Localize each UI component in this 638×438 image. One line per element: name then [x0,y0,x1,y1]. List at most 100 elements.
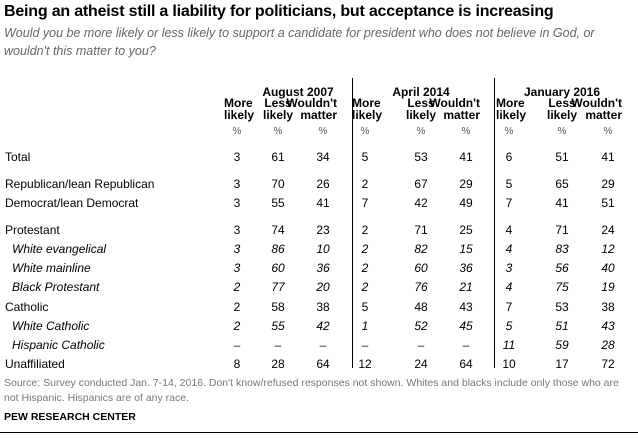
table-cell: 15 [459,242,473,256]
table-cell: 45 [459,319,473,333]
table-cell: 48 [414,300,428,314]
table-cell: 71 [414,223,428,237]
table-cell: 11 [502,338,516,352]
column-header-line: likely [224,108,255,122]
unit-label: % [416,126,426,137]
column-header-line: likely [352,108,383,122]
table-cell: 19 [601,280,615,294]
table-cell: 3 [233,242,241,256]
table-cell: 55 [271,319,285,333]
unit-label: % [318,126,328,137]
column-header-line: More [224,96,253,110]
table-cell: 1 [361,319,369,333]
column-header-line: Less [548,96,576,110]
table-cell: 38 [601,300,615,314]
row-label: Republican/lean Republican [5,177,155,191]
column-header-line: More [496,96,525,110]
table-cell: 71 [555,223,569,237]
row-label: White Catholic [12,319,90,333]
table-cell: 2 [361,223,369,237]
table-cell: 75 [555,280,569,294]
table-cell: 74 [271,223,285,237]
column-header-line: likely [262,108,294,122]
table-cell: 7 [361,196,369,210]
column-header-line: likely [546,108,578,122]
chart-subtitle: Would you be more likely or less likely … [4,26,595,58]
column-header-line: Less [407,96,435,110]
group-header: January 2016 [523,85,601,99]
table-cell: 5 [361,150,369,164]
table-cell: 61 [271,150,285,164]
unit-label: % [557,126,567,137]
table-cell: 40 [601,261,615,275]
table-cell: – [417,338,425,352]
row-label: Black Protestant [12,280,100,294]
table-cell: 43 [459,300,473,314]
unit-label: % [232,126,242,137]
table-cell: 28 [601,338,615,352]
table-cell: 3 [505,261,513,275]
table-cell: 83 [555,242,569,256]
row-label: Total [5,150,31,164]
row-label: White evangelical [12,242,107,256]
table-cell: 3 [233,177,241,191]
table-cell: 60 [271,261,285,275]
table-cell: 26 [316,177,330,191]
chart-title: Being an atheist still a liability for p… [4,3,554,20]
table-cell: 58 [271,300,285,314]
column-header-line: Less [264,96,292,110]
table-cell: 5 [505,177,513,191]
table-cell: 86 [271,242,285,256]
table-cell: 4 [505,223,513,237]
table-cell: 2 [233,319,241,333]
table-cell: 41 [555,196,569,210]
table-cell: 36 [459,261,473,275]
column-header-line: matter [585,108,622,122]
column-divider [352,78,353,368]
table-cell: 41 [459,150,473,164]
table-cell: 38 [316,300,330,314]
table-cell: 10 [316,242,330,256]
table-cell: 51 [555,150,569,164]
table-cell: 72 [601,357,615,371]
table-cell: 5 [505,319,513,333]
table-cell: 70 [271,177,285,191]
row-label: Hispanic Catholic [12,338,105,352]
table-cell: 5 [361,300,369,314]
table-cell: 29 [459,177,473,191]
table-cell: 10 [502,357,516,371]
table-cell: 4 [505,242,513,256]
table-cell: – [361,338,369,352]
column-header-line: likely [496,108,527,122]
unit-label: % [273,126,283,137]
table-cell: 2 [361,242,369,256]
table-cell: 24 [601,223,615,237]
table-cell: 17 [555,357,569,371]
table-cell: 3 [233,223,241,237]
table-cell: – [274,338,282,352]
table-cell: 25 [459,223,473,237]
row-label: Protestant [5,223,60,237]
table-cell: 67 [414,177,428,191]
table-cell: 41 [316,196,330,210]
table-cell: 8 [233,357,241,371]
table-cell: – [462,338,470,352]
table-cell: 21 [459,280,473,294]
table-cell: 65 [555,177,569,191]
table-cell: 36 [316,261,330,275]
row-label: Unaffiliated [5,357,65,371]
table-cell: – [233,338,241,352]
table-cell: – [319,338,327,352]
column-header: More likely [496,97,550,121]
table-cell: 43 [601,319,615,333]
table-cell: 3 [233,150,241,164]
table-cell: 12 [358,357,372,371]
table-cell: 53 [414,150,428,164]
unit-label: % [504,126,514,137]
table-cell: 51 [601,196,615,210]
table-cell: 60 [414,261,428,275]
table-cell: 24 [414,357,428,371]
column-header-line: Wouldn't [571,96,622,110]
row-label: Catholic [5,300,49,314]
table-cell: 49 [459,196,473,210]
